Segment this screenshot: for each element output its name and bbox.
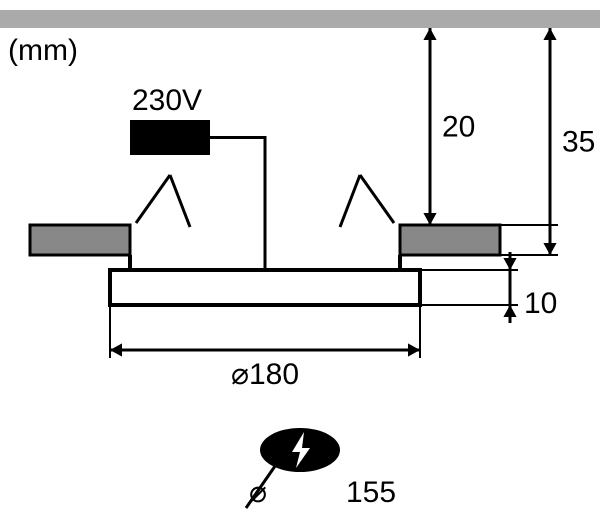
mount-right — [400, 225, 500, 255]
panel-body — [110, 270, 420, 305]
driver-box — [130, 120, 210, 155]
dim-cutout-label: 155 — [346, 476, 396, 509]
mount-left — [30, 225, 130, 255]
units-label: (mm) — [8, 34, 78, 67]
technical-diagram: (mm)230V203510⌀180⌀155 — [0, 0, 600, 525]
dim-10-label: 10 — [524, 287, 557, 320]
dim-20-label: 20 — [442, 111, 475, 144]
driver-wire — [210, 138, 265, 271]
voltage-label: 230V — [132, 84, 202, 117]
ceiling-bar — [0, 10, 600, 28]
dim-35-label: 35 — [562, 126, 595, 159]
dim-180-label: ⌀180 — [231, 358, 299, 391]
